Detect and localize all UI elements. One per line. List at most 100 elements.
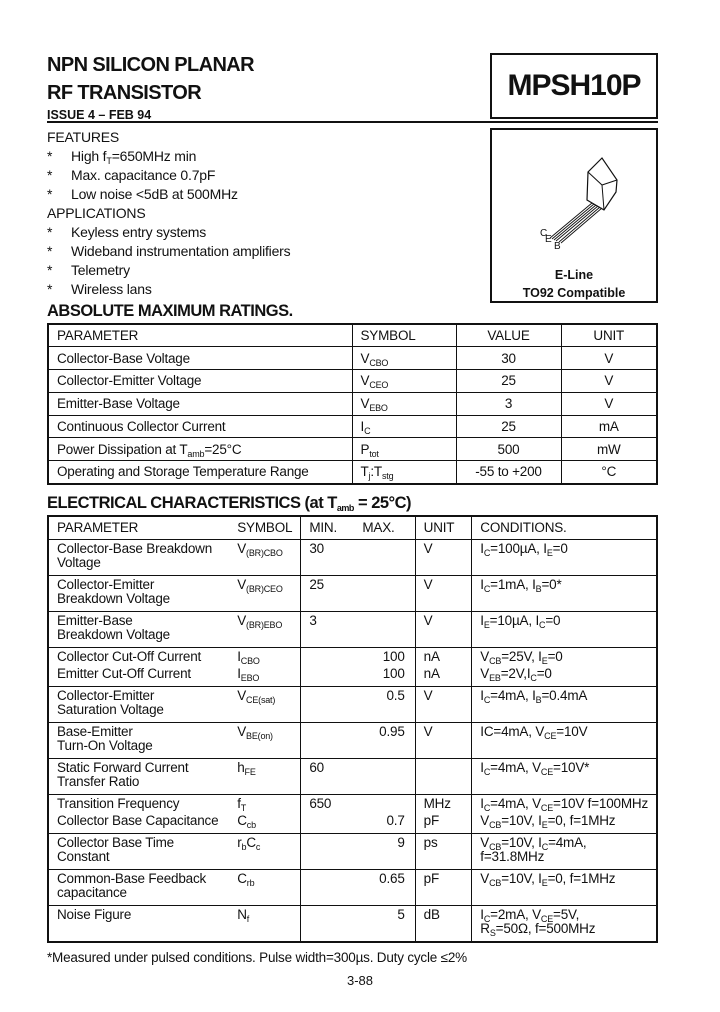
features-heading: FEATURES [47, 129, 120, 145]
conditions-cell: IC=1mA, IB=0* [471, 574, 657, 611]
feature-item-text: Max. capacitance 0.7pF [71, 167, 216, 183]
min-cell: 30 [300, 538, 355, 575]
conditions-cell: IC=4mA, VCE=10V f=100MHz [471, 793, 657, 812]
symbol-cell: IC [351, 414, 456, 438]
issue-line: ISSUE 4 – FEB 94 [47, 108, 152, 122]
header-divider [47, 121, 658, 123]
unit-cell: mW [560, 437, 657, 461]
symbol-cell: VBE(on) [229, 721, 301, 758]
unit-cell: V [414, 610, 472, 647]
table-header-row: PARAMETER SYMBOL VALUE UNIT [48, 323, 657, 347]
column-header-parameter: PARAMETER [48, 516, 230, 540]
page-number: 3-88 [346, 973, 374, 988]
table-row: Emitter-Base Voltage VEBO 3 V [48, 391, 657, 416]
parameter-cell: Collector Base Time Constant [48, 832, 230, 869]
unit-cell: dB [414, 904, 472, 942]
symbol-cell: IEBO [237, 666, 260, 683]
max-cell: 100 [382, 666, 405, 681]
unit-cell: V [560, 369, 657, 393]
application-item-text: Keyless entry systems [71, 224, 207, 240]
parameter-cell: Collector-Emitter Breakdown Voltage [48, 574, 230, 611]
column-header-parameter: PARAMETER [48, 323, 352, 347]
column-header-value: VALUE [455, 323, 561, 347]
bullet-star: * [47, 262, 53, 278]
min-cell [300, 665, 355, 686]
parameter-cell: Collector-Base Voltage [48, 346, 352, 370]
unit-cell: V [560, 391, 657, 416]
electrical-heading: ELECTRICAL CHARACTERISTICS (at Tamb = 25… [47, 494, 412, 513]
table-row: Emitter Cut-Off Current IEBO 100 nA VEB=2V,I… [48, 665, 657, 686]
parameter-cell: Operating and Storage Temperature Range [48, 460, 352, 484]
parameter-cell: Noise Figure [48, 904, 230, 942]
table-row: Static Forward Current Transfer Ratio hFE 6… [48, 757, 657, 794]
max-cell [354, 574, 416, 611]
parameter-cell: Emitter Cut-Off Current [57, 666, 191, 681]
value-cell: 25 [455, 369, 561, 393]
application-item: * Wideband instrumentation amplifiers [47, 242, 291, 261]
pin-label-e: E [545, 234, 552, 245]
unit-cell: pF [414, 868, 472, 905]
symbol-cell: VEBO [351, 391, 456, 416]
unit-cell: °C [560, 460, 657, 484]
column-header-min: MIN. [300, 516, 355, 540]
max-cell: 0.65 [354, 868, 416, 905]
max-cell: 0.95 [354, 721, 416, 758]
parameter-cell: Continuous Collector Current [48, 414, 352, 438]
conditions-cell: VEB=2V,IC=0 [471, 665, 657, 686]
max-cell [354, 757, 416, 794]
electrical-characteristics-table: PARAMETER SYMBOL MIN. MAX. UNIT CONDITIONS. Co… [47, 515, 658, 943]
max-cell: 5 [354, 904, 416, 942]
unit-cell: ps [414, 832, 472, 869]
application-item: * Keyless entry systems [47, 223, 290, 242]
applications-heading: APPLICATIONS [47, 205, 146, 221]
min-cell [300, 685, 355, 722]
symbol-cell: VCBO [351, 346, 456, 370]
table-row: Collector-Emitter Breakdown Voltage V(BR)C… [48, 574, 657, 611]
parameter-cell: Base-Emitter Turn-On Voltage [48, 721, 230, 758]
bullet-star: * [47, 281, 53, 297]
column-header-symbol: SYMBOL [229, 516, 301, 540]
table-row: Collector-Emitter Voltage VCEO 25 V [48, 369, 657, 393]
package-caption-2: TO92 Compatible [522, 286, 626, 300]
parameter-cell: Common-Base Feedback capacitance [48, 868, 230, 905]
column-header-unit: UNIT [560, 323, 657, 347]
absolute-max-table: PARAMETER SYMBOL VALUE UNIT Collector-Base V… [47, 323, 658, 485]
symbol-cell: ICBO [229, 646, 301, 665]
table-row: Collector Base Capacitance Ccb 0.7 pF VCB=10… [48, 812, 657, 833]
value-cell: 30 [455, 346, 561, 370]
table-row: Collector Base Time Constant rbCc 9 ps VCB=10… [48, 832, 657, 869]
symbol-cell: Ccb [237, 813, 256, 830]
feature-item: * High fT=650MHz min [47, 147, 290, 166]
min-cell [300, 812, 355, 833]
title-line-2: RF TRANSISTOR [47, 82, 202, 104]
application-item-text: Wireless lans [71, 281, 152, 297]
table-row: Collector-Emitter Saturation Voltage VCE(s… [48, 685, 657, 722]
max-cell: 100 [354, 646, 416, 665]
feature-item-text: High fT=650MHz min [71, 148, 197, 166]
application-item-text: Wideband instrumentation amplifiers [71, 243, 291, 259]
conditions-cell: IC=2mA, VCE=5V, RS=50Ω, f=500MHz [471, 904, 657, 942]
min-cell [300, 721, 355, 758]
table-row: Collector Cut-Off Current ICBO 100 nA VCB=25… [48, 646, 657, 665]
table-row: Continuous Collector Current IC 25 mA [48, 414, 657, 438]
bullet-star: * [47, 148, 53, 164]
parameter-cell: Emitter-Base Voltage [48, 391, 352, 416]
pin-label-c: C [540, 228, 548, 239]
symbol-cell: hFE [229, 757, 301, 794]
min-cell [300, 904, 355, 942]
symbol-cell: Nf [229, 904, 301, 942]
max-cell [354, 610, 416, 647]
min-cell: 3 [300, 610, 355, 647]
unit-cell: mA [560, 414, 657, 438]
value-cell: 3 [455, 391, 561, 416]
max-cell: 0.7 [386, 813, 405, 828]
parameter-cell: Power Dissipation at Tamb=25°C [48, 437, 352, 461]
symbol-cell: Crb [229, 868, 301, 905]
table-row: Operating and Storage Temperature Range T… [48, 460, 657, 484]
table-row: Power Dissipation at Tamb=25°C Ptot 500 mW [48, 437, 657, 461]
column-header-symbol: SYMBOL [351, 323, 456, 347]
conditions-cell: IC=4mA, VCE=10V [471, 721, 657, 758]
applications-list: * Keyless entry systems * Wideband instrume… [47, 223, 291, 299]
symbol-cell: fT [229, 793, 301, 812]
parameter-cell: Collector Base Capacitance [57, 813, 219, 828]
